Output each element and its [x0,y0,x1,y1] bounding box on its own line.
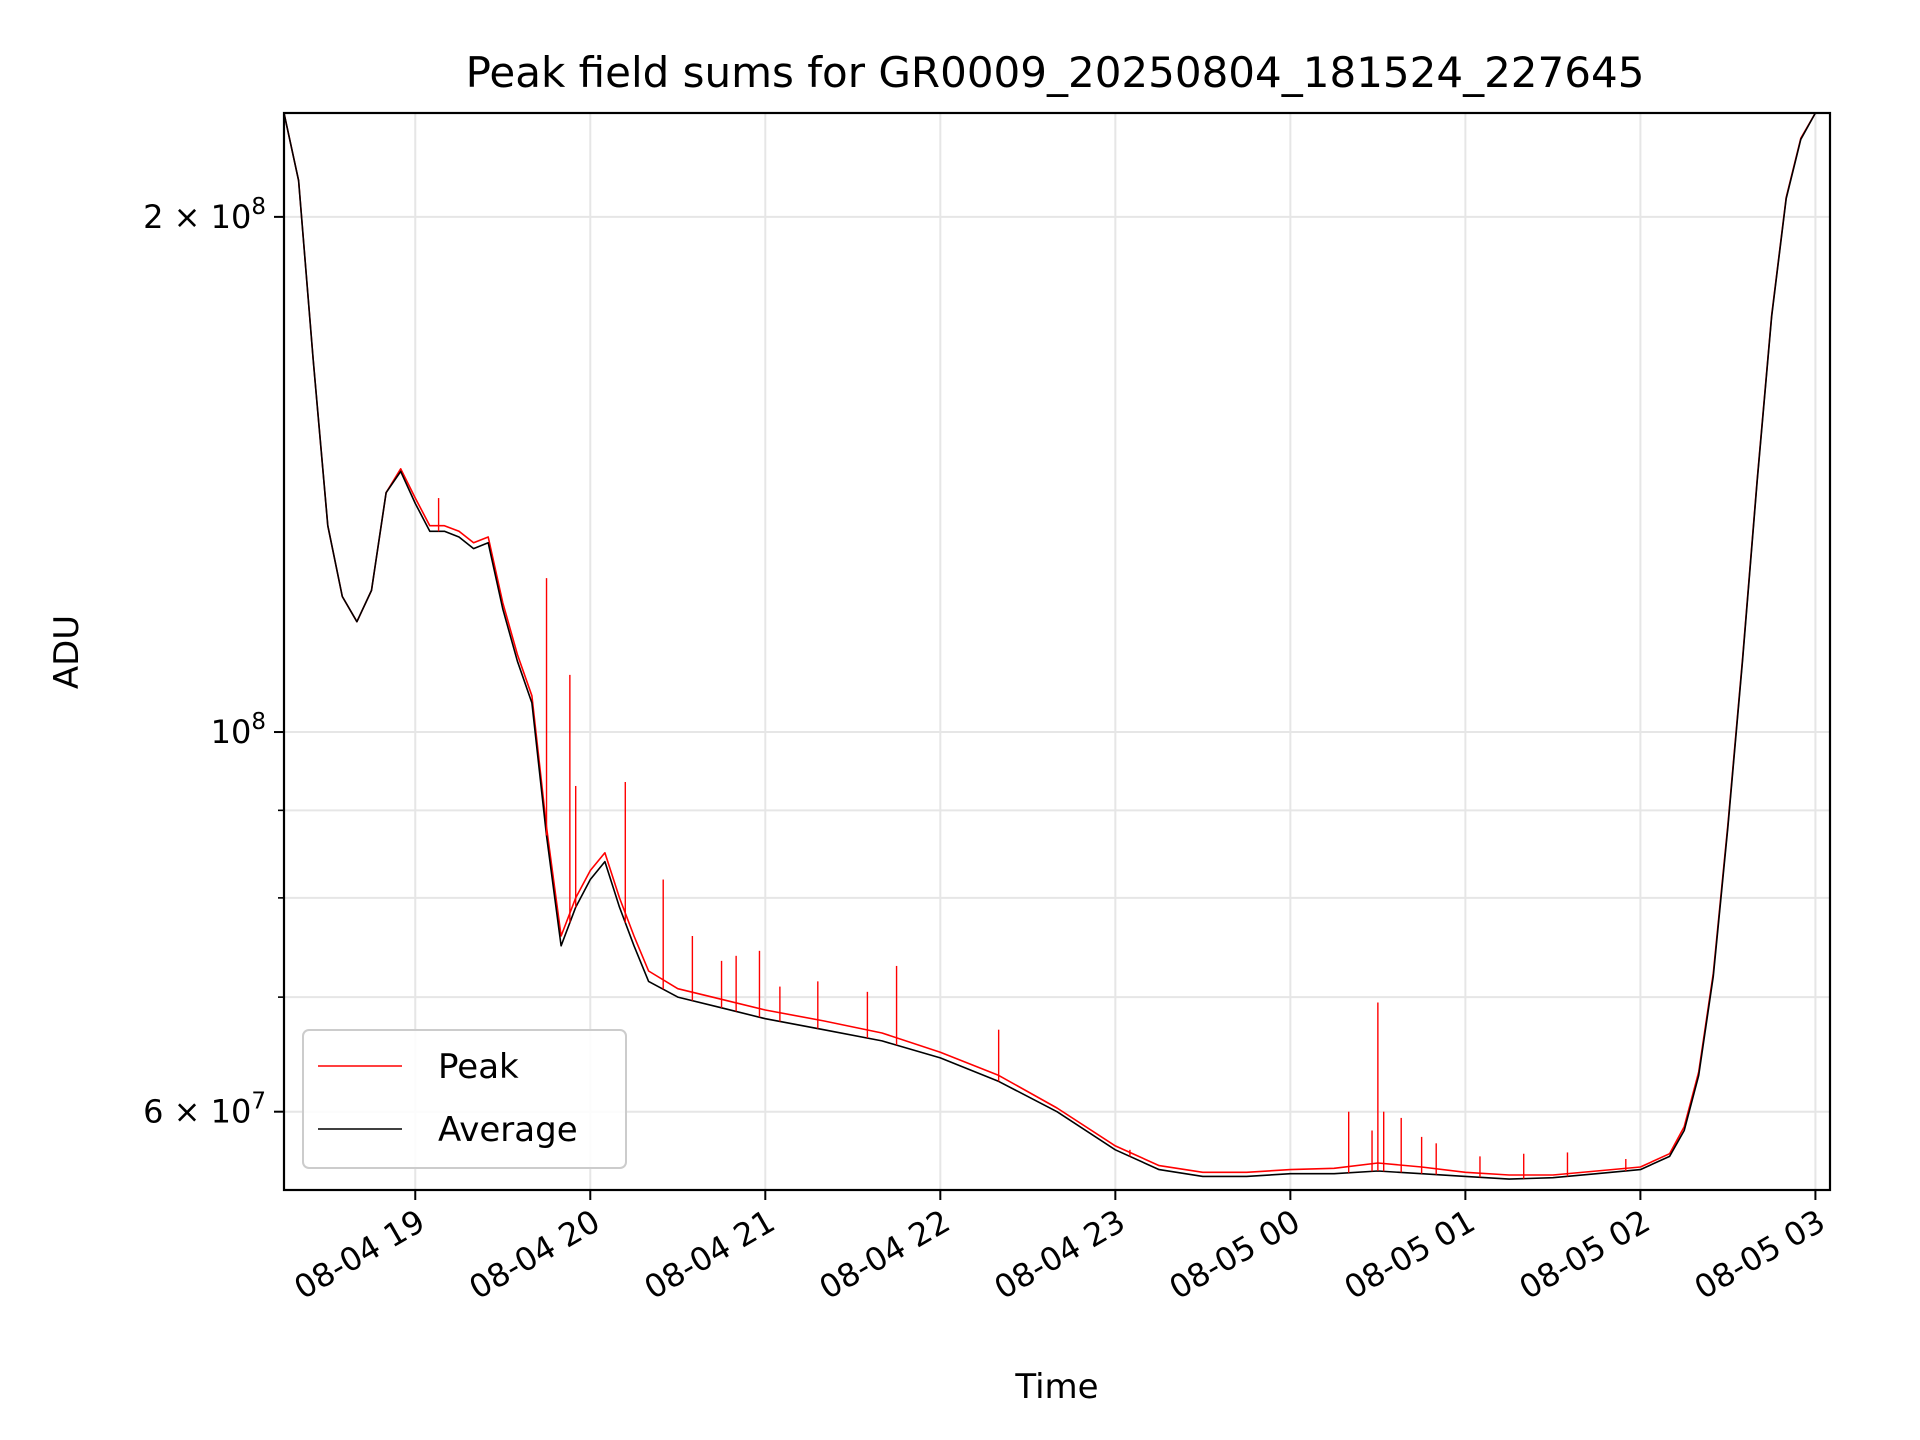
x-tick-label: 08-05 02 [1513,1202,1657,1307]
x-tick-label: 08-04 21 [638,1202,782,1307]
y-tick-label: 6 × 107 [143,1089,266,1131]
legend-box [302,1029,627,1169]
plot-frame [282,111,1832,1192]
legend-label-peak: Peak [438,1047,519,1087]
legend-label-average: Average [438,1110,578,1150]
x-tick-label: 08-04 22 [813,1202,957,1307]
chart-title: Peak field sums for GR0009_20250804_1815… [466,48,1645,97]
y-tick-label: 2 × 108 [143,194,266,236]
x-tick-label: 08-04 19 [288,1202,432,1307]
legend: Peak Average [302,1029,627,1169]
y-axis: 6 × 107 108 2 × 108 [143,194,284,1131]
x-tick-label: 08-04 20 [463,1202,607,1307]
x-tick-label: 08-05 00 [1163,1202,1307,1307]
x-axis-label: Time [1014,1367,1098,1407]
y-tick-label: 108 [211,709,266,751]
x-tick-label: 08-04 23 [988,1202,1132,1307]
series-layer [284,113,1817,1180]
series-line-peak [284,113,1817,1176]
x-axis: 08-04 19 08-04 20 08-04 21 08-04 22 08-04 23… [288,1190,1832,1307]
x-tick-label: 08-05 03 [1688,1202,1832,1307]
y-axis-label: ADU [47,615,87,689]
x-tick-label: 08-05 01 [1338,1202,1482,1307]
series-line-average [284,113,1817,1180]
